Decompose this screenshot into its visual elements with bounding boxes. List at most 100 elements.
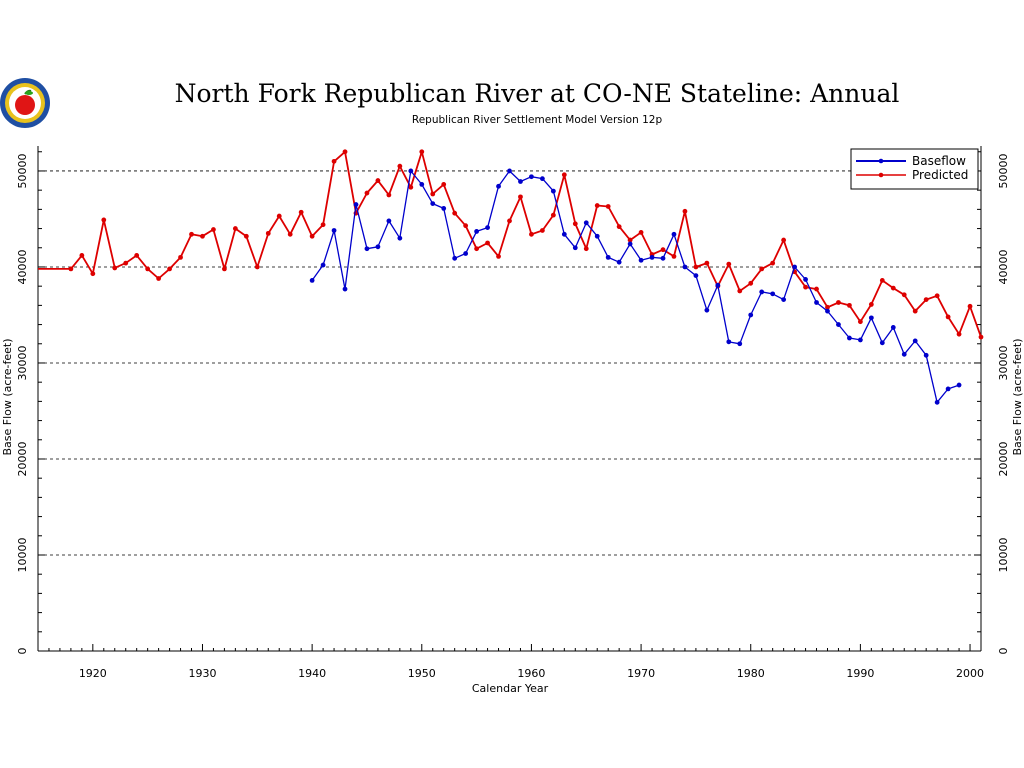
x-tick-label: 1990 — [846, 667, 874, 680]
data-point-predicted — [978, 334, 984, 340]
y-tick-labels-left: 0 10000 20000 30000 40000 50000 — [16, 153, 29, 654]
data-point-baseflow — [309, 278, 315, 283]
data-point-predicted — [890, 285, 896, 291]
data-point-baseflow — [748, 312, 754, 318]
data-point-predicted — [101, 217, 107, 223]
data-point-predicted — [90, 271, 96, 277]
data-point-predicted — [748, 280, 754, 286]
data-point-predicted — [331, 158, 337, 164]
data-point-baseflow — [792, 264, 797, 270]
data-point-baseflow — [583, 220, 589, 226]
legend-marker-predicted — [878, 172, 884, 178]
x-tick-label: 1950 — [408, 667, 436, 680]
data-point-predicted — [79, 253, 85, 258]
data-point-baseflow — [868, 315, 874, 321]
data-point-baseflow — [770, 291, 776, 297]
chart-subtitle: Republican River Settlement Model Versio… — [412, 114, 663, 126]
y-tick-label-left: 0 — [16, 648, 29, 655]
data-point-baseflow — [320, 262, 326, 268]
data-point-predicted — [309, 233, 315, 239]
data-point-predicted — [452, 210, 458, 216]
y-tick-label-left: 40000 — [16, 249, 29, 284]
data-point-baseflow — [616, 259, 622, 265]
data-point-predicted — [912, 308, 918, 314]
data-point-predicted — [265, 230, 271, 236]
data-point-baseflow — [518, 179, 523, 184]
data-point-baseflow — [430, 201, 436, 207]
data-point-predicted — [134, 253, 140, 258]
data-point-predicted — [232, 226, 238, 231]
data-point-baseflow — [901, 351, 907, 357]
data-point-baseflow — [463, 251, 469, 256]
data-point-baseflow — [331, 228, 337, 233]
data-point-baseflow — [956, 382, 962, 388]
y-tick-label-right: 0 — [997, 648, 1010, 655]
data-point-predicted — [879, 278, 885, 283]
y-tick-label-right: 40000 — [997, 249, 1010, 284]
data-point-baseflow — [803, 277, 808, 282]
data-point-baseflow — [857, 337, 863, 343]
data-point-baseflow — [814, 300, 819, 305]
data-point-predicted — [276, 213, 282, 219]
data-point-baseflow — [353, 202, 359, 207]
data-point-predicted — [375, 178, 381, 183]
x-tick-label: 1970 — [627, 667, 655, 680]
data-point-baseflow — [605, 254, 611, 260]
data-point-predicted — [243, 233, 249, 239]
data-point-baseflow — [408, 168, 414, 174]
data-point-predicted — [342, 149, 348, 155]
data-point-baseflow — [529, 174, 534, 180]
data-point-baseflow — [781, 297, 787, 303]
data-point-baseflow — [737, 341, 743, 347]
data-point-predicted — [726, 261, 732, 267]
data-point-baseflow — [726, 339, 732, 345]
data-point-predicted — [583, 246, 589, 252]
data-point-predicted — [901, 292, 907, 298]
data-point-predicted — [430, 191, 436, 197]
data-point-baseflow — [682, 264, 688, 270]
y-tick-label-left: 10000 — [16, 537, 29, 572]
data-point-baseflow — [474, 229, 480, 234]
y-tick-label-right: 10000 — [997, 537, 1010, 572]
legend-marker-baseflow — [878, 158, 884, 164]
data-point-predicted — [781, 237, 787, 243]
y-axis-label-right: Base Flow (acre-feet) — [1011, 339, 1024, 456]
data-point-baseflow — [441, 206, 447, 211]
data-point-predicted — [605, 204, 611, 209]
data-point-predicted — [178, 254, 183, 260]
data-point-predicted — [572, 221, 578, 227]
data-point-predicted — [485, 240, 490, 246]
data-point-baseflow — [847, 335, 852, 341]
data-point-baseflow — [550, 188, 556, 194]
x-tick-labels: 1920 1930 1940 1950 1960 1970 1980 1990 2000 — [79, 667, 984, 680]
data-point-predicted — [594, 203, 600, 208]
data-point-predicted — [638, 230, 644, 235]
data-point-predicted — [550, 212, 556, 218]
data-point-predicted — [836, 300, 841, 305]
tick-marks — [37, 151, 982, 652]
data-point-predicted — [167, 266, 172, 272]
data-point-predicted — [825, 304, 830, 310]
data-point-predicted — [68, 266, 74, 272]
data-point-predicted — [539, 228, 545, 233]
data-point-baseflow — [507, 168, 512, 174]
legend-box — [850, 148, 979, 190]
data-point-predicted — [737, 288, 743, 294]
data-point-predicted — [759, 266, 765, 272]
data-point-predicted — [320, 222, 326, 228]
data-point-baseflow — [671, 231, 677, 237]
data-point-baseflow — [419, 182, 425, 187]
data-point-baseflow — [364, 246, 370, 252]
data-point-predicted — [496, 254, 501, 259]
data-point-baseflow — [825, 308, 830, 314]
data-point-baseflow — [496, 183, 501, 189]
data-point-predicted — [463, 223, 469, 229]
x-tick-label: 1940 — [298, 667, 326, 680]
y-tick-label-right: 50000 — [997, 153, 1010, 188]
data-point-baseflow — [627, 241, 633, 247]
data-point-baseflow — [386, 218, 392, 224]
data-point-predicted — [682, 208, 688, 214]
x-tick-label: 1920 — [79, 667, 107, 680]
data-point-baseflow — [485, 225, 490, 231]
data-point-predicted — [803, 284, 808, 290]
